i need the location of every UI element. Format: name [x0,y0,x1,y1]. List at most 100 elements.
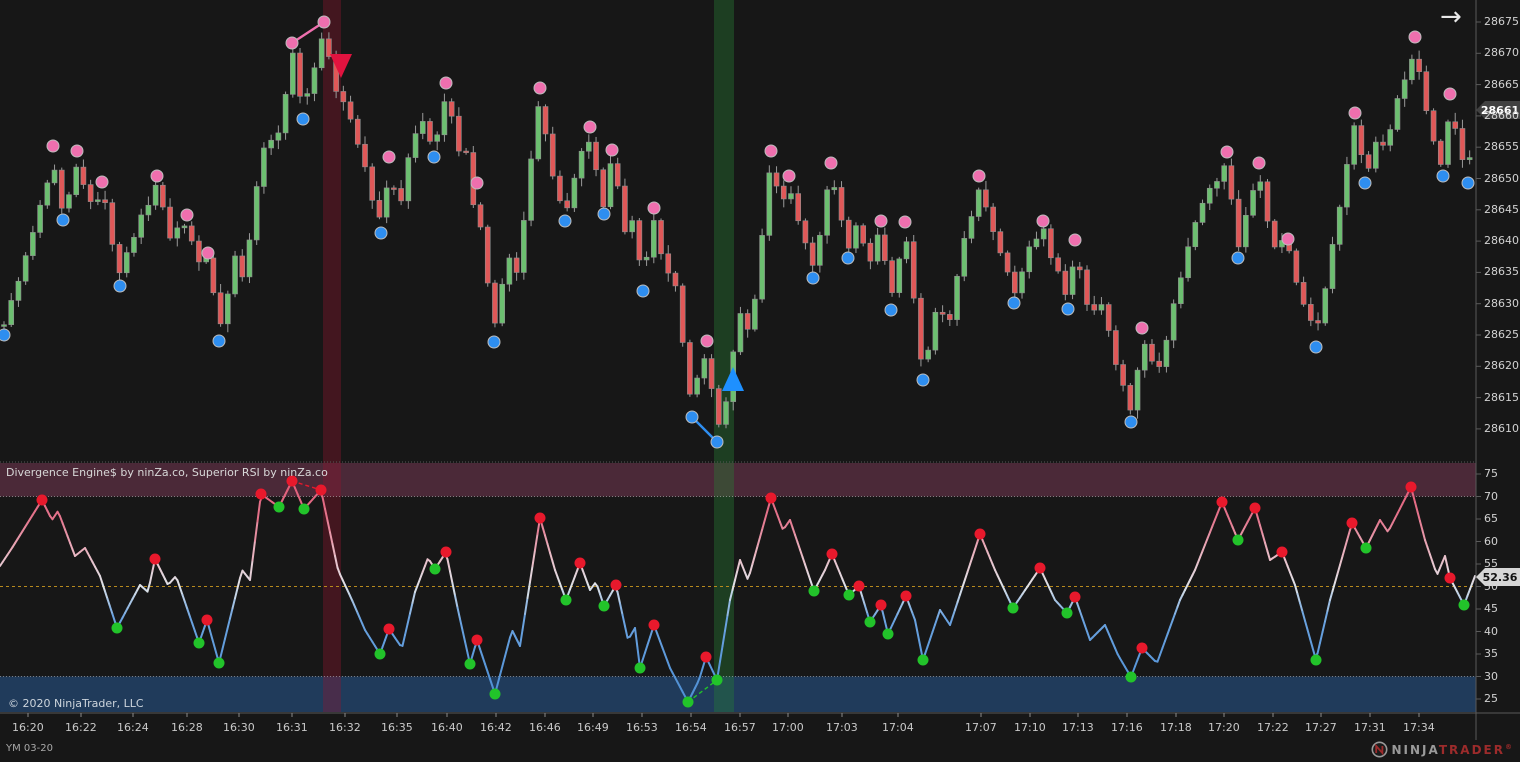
rsi-line-segment [641,651,646,662]
candle-down [990,206,996,232]
rsi-peak-dot [286,475,298,487]
rsi-line-segment [759,527,764,539]
candle-down [1084,269,1090,305]
swing-high-dot [1281,232,1295,246]
rsi-trough-dot [560,594,572,606]
candle-down [1437,140,1444,165]
candle-down [1113,330,1119,365]
candle-down [210,257,217,294]
candle-down [188,225,195,242]
candle-up [1329,244,1336,289]
rsi-line-segment [649,628,654,639]
candle-down [947,314,953,320]
candle-up [1026,246,1033,273]
swing-low-dot [597,207,611,221]
candle-down [1004,252,1011,273]
rsi-line-segment [656,633,661,643]
candle-down [889,260,895,293]
rsi-line-segment [1294,584,1299,595]
rsi-line-segment [1331,581,1336,593]
swing-low-dot [487,335,501,349]
rsi-line-segment [754,545,759,557]
rsi-line-segment [1211,518,1216,527]
rsi-line-segment [526,581,531,599]
rsi-line-segment [974,540,979,551]
swing-low-dot [296,112,310,126]
candle-up [15,280,22,301]
rsi-line-segment [1171,612,1176,622]
time-tick-label: 17:03 [826,721,858,734]
rsi-line-segment [969,555,974,566]
candle-down [838,187,845,221]
rsi-trough-dot [111,622,123,634]
ninjatrader-brand: NINJATRADER® [1371,741,1512,758]
rsi-trough-dot [489,688,501,700]
swing-high-dot [150,169,164,183]
candle-up [1019,271,1025,294]
rsi-line-segment [826,557,831,566]
rsi-line-segment [1169,619,1174,629]
time-tick-label: 17:20 [1208,721,1240,734]
rsi-overbought-zone [0,463,1476,497]
swing-high-dot [180,208,194,222]
candle-down [622,185,628,233]
rsi-line-segment [914,619,919,634]
rsi-tick-label: 60 [1484,534,1498,548]
price-tick-label: 28655 [1484,140,1519,154]
rsi-tick-label: 35 [1484,647,1498,660]
candle-down [239,255,246,278]
rsi-peak-dot [149,553,161,565]
candle-down [1423,71,1430,112]
candle-down [1055,257,1061,272]
candle-up [1394,98,1401,130]
candle-up [961,238,968,277]
price-tick-label: 28620 [1484,359,1519,373]
go-to-latest-bar-button[interactable]: → [1440,2,1462,32]
rsi-trough-dot [1360,542,1372,554]
candle-down [456,115,462,152]
rsi-tick-label: 70 [1484,489,1498,503]
price-tick-label: 28610 [1484,421,1519,435]
rsi-line-segment [194,630,199,640]
rsi-trough-dot [1458,599,1470,611]
rsi-line-segment [1134,658,1139,668]
time-tick-label: 17:04 [882,721,914,734]
rsi-trough-dot [864,616,876,628]
time-tick-label: 16:49 [577,721,609,734]
candle-up [268,139,274,149]
swing-high-dot [972,169,986,183]
rsi-line-segment [424,558,429,567]
candle-down [1120,364,1126,386]
candle-up [694,377,700,395]
candle-up [44,182,51,206]
rsi-tick-label: 55 [1484,557,1498,570]
rsi-line-segment [1214,512,1219,521]
candle-up [1040,228,1047,240]
rsi-trough-dot [808,585,820,597]
rsi-line-segment [1299,601,1304,613]
candle-down [983,189,989,208]
rsi-line-segment [961,578,966,589]
rsi-line-segment [736,559,741,571]
time-tick-label: 17:34 [1403,721,1435,734]
candle-down [1048,228,1054,259]
rsi-peak-dot [534,512,546,524]
swing-high-dot [764,144,778,158]
candle-up [824,189,830,236]
swing-low-dot [841,251,855,265]
candle-up [304,93,311,97]
rsi-line-segment [621,613,626,628]
rsi-line-segment [841,578,846,587]
rsi-line-segment [1176,599,1181,608]
rsi-line-segment [496,674,501,686]
swing-low-dot [212,334,226,348]
swing-high-dot [285,36,299,50]
swing-high-dot [201,246,215,260]
candle-up [1098,304,1105,311]
rsi-line-segment [1301,610,1306,622]
candle-down [362,143,368,168]
candle-up [968,216,975,239]
candle-down [542,106,549,135]
rsi-peak-dot [1346,517,1358,529]
